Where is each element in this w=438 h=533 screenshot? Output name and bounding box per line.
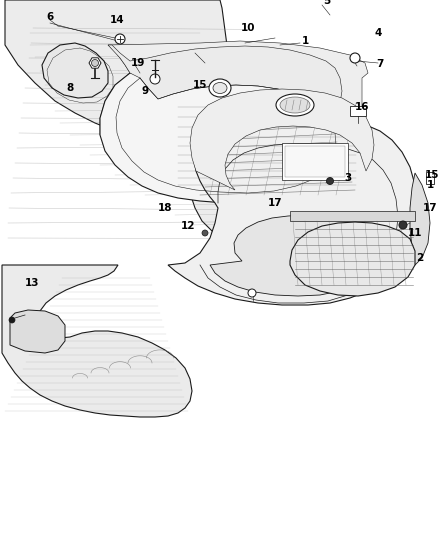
Polygon shape	[2, 265, 192, 417]
Text: 10: 10	[241, 23, 255, 33]
Text: 7: 7	[376, 59, 384, 69]
Circle shape	[92, 60, 99, 67]
Text: 11: 11	[408, 228, 422, 238]
Circle shape	[399, 221, 407, 229]
Text: 17: 17	[268, 198, 283, 208]
Text: 15: 15	[425, 170, 438, 180]
Polygon shape	[168, 118, 417, 305]
Text: 19: 19	[131, 58, 145, 68]
Polygon shape	[5, 0, 332, 245]
Text: 17: 17	[423, 203, 437, 213]
Text: 15: 15	[193, 80, 207, 90]
Text: 6: 6	[46, 12, 53, 22]
Text: 12: 12	[181, 221, 195, 231]
Text: 9: 9	[141, 86, 148, 96]
Text: 4: 4	[374, 28, 381, 38]
Circle shape	[326, 177, 333, 184]
Text: 16: 16	[355, 102, 369, 112]
Polygon shape	[89, 58, 101, 68]
Polygon shape	[42, 43, 108, 98]
Circle shape	[150, 74, 160, 84]
Ellipse shape	[213, 83, 227, 93]
Bar	[426, 172, 434, 184]
Polygon shape	[290, 211, 415, 221]
Ellipse shape	[209, 79, 231, 97]
Polygon shape	[410, 173, 430, 265]
Circle shape	[115, 34, 125, 44]
Polygon shape	[190, 89, 374, 190]
Polygon shape	[10, 310, 65, 353]
Polygon shape	[285, 146, 345, 177]
Polygon shape	[282, 143, 348, 180]
Text: 13: 13	[25, 278, 39, 288]
Text: 8: 8	[67, 83, 74, 93]
Polygon shape	[290, 222, 415, 296]
Text: 5: 5	[323, 0, 331, 6]
Text: 1: 1	[301, 36, 309, 46]
Circle shape	[248, 289, 256, 297]
Polygon shape	[210, 215, 383, 296]
Text: 2: 2	[417, 253, 424, 263]
Circle shape	[350, 53, 360, 63]
Circle shape	[202, 230, 208, 236]
Text: 14: 14	[110, 15, 124, 25]
Text: 1: 1	[426, 180, 434, 190]
Bar	[350, 106, 366, 116]
Text: 18: 18	[158, 203, 172, 213]
Text: 3: 3	[344, 173, 352, 183]
Circle shape	[9, 317, 15, 323]
Polygon shape	[108, 45, 342, 120]
Polygon shape	[100, 41, 368, 135]
Ellipse shape	[276, 94, 314, 116]
Ellipse shape	[280, 97, 310, 113]
Polygon shape	[100, 73, 362, 203]
